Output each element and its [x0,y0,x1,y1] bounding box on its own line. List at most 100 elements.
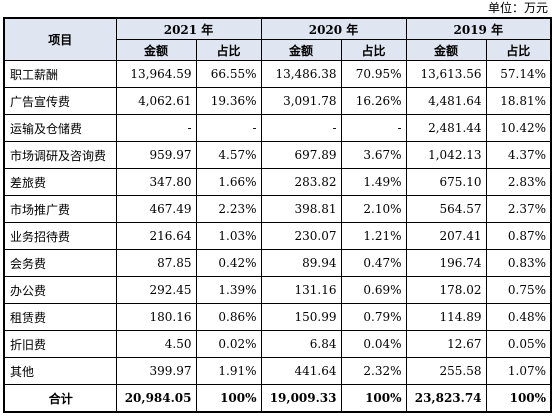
amount-cell: 207.41 [405,222,487,250]
item-header: 项目 [3,17,117,61]
amount-cell: 19,009.33 [260,384,342,413]
ratio-cell: 19.36% [195,87,262,115]
ratio-cell: 2.32% [340,357,407,385]
ratio-cell: 4.57% [195,141,262,169]
ratio-header: 占比 [340,39,407,61]
amount-cell: 255.58 [405,357,487,385]
row-label: 业务招待费 [3,222,117,250]
row-label: 市场调研及咨询费 [3,141,117,169]
ratio-cell: 2.10% [340,195,407,223]
row-label: 运输及仓储费 [3,114,117,142]
table-row: 业务招待费 216.64 1.03% 230.07 1.21% 207.41 0.87% [3,222,552,250]
amount-header: 金额 [115,39,197,61]
table-body: 职工薪酬 13,964.59 66.55% 13,486.38 70.95% 13,613… [3,60,552,413]
ratio-cell: 2.23% [195,195,262,223]
ratio-cell: 0.75% [485,276,552,304]
amount-cell: 1,042.13 [405,141,487,169]
year-2020-header: 2020 年 [260,17,407,40]
ratio-cell: 1.91% [195,357,262,385]
amount-cell: 13,964.59 [115,60,197,88]
ratio-cell: 100% [195,384,262,413]
amount-cell: 4.50 [115,330,197,358]
ratio-cell: 66.55% [195,60,262,88]
row-label: 市场推广费 [3,195,117,223]
ratio-cell: 0.86% [195,303,262,331]
ratio-cell: 0.42% [195,249,262,277]
amount-cell: 4,062.61 [115,87,197,115]
ratio-cell: - [340,114,407,142]
row-label: 差旅费 [3,168,117,196]
table-row: 市场推广费 467.49 2.23% 398.81 2.10% 564.57 2.37% [3,195,552,223]
table-row: 广告宣传费 4,062.61 19.36% 3,091.78 16.26% 4,481.6… [3,87,552,115]
amount-cell: - [115,114,197,142]
table-row: 会务费 87.85 0.42% 89.94 0.47% 196.74 0.83% [3,249,552,277]
ratio-cell: 1.07% [485,357,552,385]
ratio-cell: 0.79% [340,303,407,331]
row-label: 广告宣传费 [3,87,117,115]
ratio-cell: 0.47% [340,249,407,277]
amount-cell: 564.57 [405,195,487,223]
row-label: 合计 [3,384,117,413]
amount-cell: 697.89 [260,141,342,169]
amount-header: 金额 [405,39,487,61]
amount-cell: 150.99 [260,303,342,331]
ratio-cell: 0.87% [485,222,552,250]
amount-cell: 13,486.38 [260,60,342,88]
row-label: 折旧费 [3,330,117,358]
amount-cell: 131.16 [260,276,342,304]
table-row: 办公费 292.45 1.39% 131.16 0.69% 178.02 0.75% [3,276,552,304]
amount-cell: - [260,114,342,142]
ratio-cell: 1.03% [195,222,262,250]
ratio-cell: 16.26% [340,87,407,115]
amount-cell: 2,481.44 [405,114,487,142]
row-label: 租赁费 [3,303,117,331]
ratio-header: 占比 [485,39,552,61]
ratio-cell: 1.66% [195,168,262,196]
ratio-cell: 10.42% [485,114,552,142]
amount-cell: 114.89 [405,303,487,331]
amount-cell: 178.02 [405,276,487,304]
amount-cell: 399.97 [115,357,197,385]
ratio-cell: 100% [485,384,552,413]
ratio-cell: 1.49% [340,168,407,196]
table-row: 折旧费 4.50 0.02% 6.84 0.04% 12.67 0.05% [3,330,552,358]
table-row: 职工薪酬 13,964.59 66.55% 13,486.38 70.95% 13,613… [3,60,552,88]
table-row: 市场调研及咨询费 959.97 4.57% 697.89 3.67% 1,042.13 4.… [3,141,552,169]
ratio-cell: 3.67% [340,141,407,169]
row-label: 职工薪酬 [3,60,117,88]
ratio-cell: 0.05% [485,330,552,358]
amount-cell: 6.84 [260,330,342,358]
amount-cell: 283.82 [260,168,342,196]
amount-cell: 3,091.78 [260,87,342,115]
column-header-row: 金额 占比 金额 占比 金额 占比 [4,39,552,61]
amount-cell: 230.07 [260,222,342,250]
ratio-cell: 57.14% [485,60,552,88]
ratio-cell: 0.02% [195,330,262,358]
row-label: 办公费 [3,276,117,304]
amount-cell: 441.64 [260,357,342,385]
ratio-cell: - [195,114,262,142]
row-label: 其他 [3,357,117,385]
year-header-row: 项目 2021 年 2020 年 2019 年 [3,17,552,61]
ratio-cell: 2.83% [485,168,552,196]
ratio-cell: 0.69% [340,276,407,304]
ratio-cell: 1.39% [195,276,262,304]
amount-cell: 467.49 [115,195,197,223]
amount-cell: 347.80 [115,168,197,196]
amount-cell: 13,613.56 [405,60,487,88]
ratio-cell: 1.21% [340,222,407,250]
amount-cell: 89.94 [260,249,342,277]
table-row: 运输及仓储费 - - - -2,481.44 10.42% [3,114,552,142]
ratio-cell: 0.48% [485,303,552,331]
table-row: 其他 399.97 1.91% 441.64 2.32% 255.58 1.07% [3,357,552,385]
amount-cell: 398.81 [260,195,342,223]
amount-cell: 675.10 [405,168,487,196]
amount-header: 金额 [260,39,342,61]
amount-cell: 292.45 [115,276,197,304]
amount-cell: 196.74 [405,249,487,277]
ratio-cell: 70.95% [340,60,407,88]
year-2021-header: 2021 年 [115,17,262,40]
amount-cell: 959.97 [115,141,197,169]
ratio-cell: 2.37% [485,195,552,223]
amount-cell: 216.64 [115,222,197,250]
